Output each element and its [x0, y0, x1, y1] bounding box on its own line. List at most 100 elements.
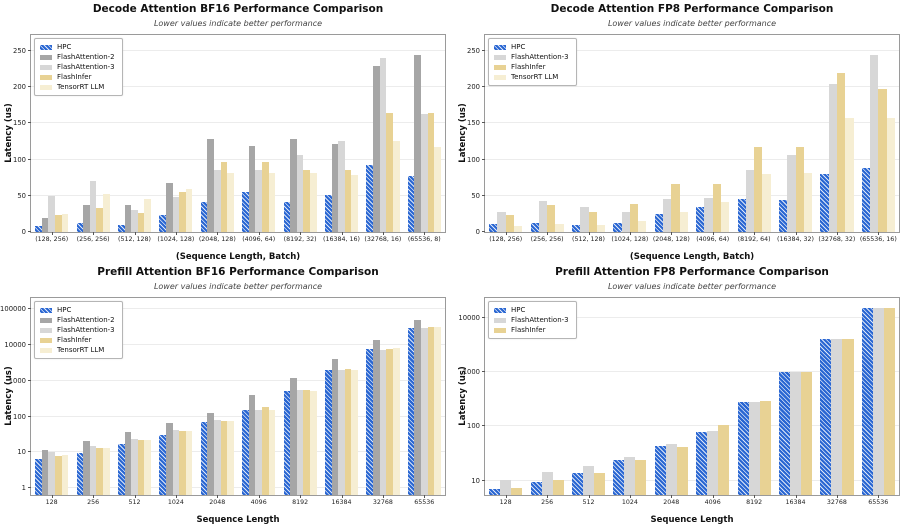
- bar-group: [858, 35, 899, 232]
- x-tick-mark: [134, 495, 136, 498]
- y-tick-label: 1000: [462, 368, 480, 377]
- legend-swatch: [40, 54, 52, 60]
- bar-flashinfer: [386, 348, 393, 495]
- legend: HPC FlashAttention-3 FlashInfer: [488, 301, 577, 339]
- bar-flashattention-3: [665, 444, 677, 495]
- gridline: [31, 415, 445, 417]
- bar-hpc: [35, 226, 42, 232]
- bar-flashinfer: [137, 213, 145, 232]
- y-tick-label: 10: [17, 448, 26, 457]
- bar-tensorrt-llm: [227, 420, 234, 495]
- bar-flashinfer: [594, 472, 606, 495]
- legend-label: FlashAttention-2: [57, 53, 115, 61]
- gridline: [485, 86, 899, 88]
- y-tick-mark: [28, 231, 31, 232]
- legend-label: HPC: [57, 43, 72, 51]
- legend: HPC FlashAttention-2 FlashAttention-3 Flash…: [34, 38, 123, 96]
- y-tick-mark: [482, 425, 485, 427]
- bar-hpc: [324, 369, 332, 495]
- bar-flashinfer: [262, 162, 269, 232]
- legend-label: FlashAttention-3: [511, 316, 569, 324]
- bar-hpc: [283, 390, 291, 495]
- x-tick-mark: [836, 495, 838, 498]
- legend-item: TensorRT LLM: [494, 72, 569, 82]
- legend-item: TensorRT LLM: [40, 82, 115, 92]
- x-tick-mark: [629, 232, 631, 235]
- bar-flashattention-3: [131, 210, 138, 232]
- gridline: [485, 122, 899, 124]
- x-tick-label: 32768: [372, 499, 393, 506]
- panel-decode-bf16: Decode Attention BF16 Performance Compar…: [0, 0, 454, 263]
- bar-group: [609, 298, 650, 495]
- bar-groups: [485, 298, 899, 495]
- y-tick-mark: [28, 86, 31, 88]
- x-tick-mark: [93, 495, 95, 498]
- x-tick-label: 32768: [826, 499, 847, 506]
- bar-group: [775, 298, 816, 495]
- y-tick-label: 250: [467, 46, 480, 55]
- y-tick-mark: [482, 316, 485, 318]
- legend-item: FlashAttention-2: [40, 52, 115, 62]
- bar-hpc: [242, 410, 249, 495]
- x-tick-mark: [629, 495, 631, 498]
- x-tick-label: (32768, 16): [364, 236, 402, 243]
- x-tick-mark: [51, 495, 53, 498]
- bar-hpc: [366, 165, 374, 232]
- panel-prefill-fp8: Prefill Attention FP8 Performance Compar…: [454, 263, 908, 526]
- legend-label: FlashInfer: [57, 336, 92, 344]
- bar-hpc: [117, 444, 125, 495]
- bar-flashattention-2: [290, 378, 297, 495]
- bar-flashattention-3: [704, 197, 713, 232]
- y-tick-label: 100: [467, 422, 480, 431]
- bar-flashinfer: [842, 339, 854, 495]
- bar-hpc: [324, 195, 332, 232]
- bar-flashattention-2: [373, 66, 380, 232]
- legend-label: FlashAttention-3: [511, 53, 569, 61]
- chart-subtitle: Lower values indicate better performance: [607, 282, 777, 291]
- gridline: [31, 487, 445, 489]
- bar-flashinfer: [671, 184, 680, 232]
- y-tick-label: 150: [13, 119, 26, 128]
- legend-label: FlashAttention-2: [57, 316, 115, 324]
- y-tick-label: 200: [467, 83, 480, 92]
- gridline: [31, 86, 445, 88]
- x-tick-mark: [424, 232, 426, 235]
- bar-flashinfer: [386, 112, 393, 232]
- bar-tensorrt-llm: [886, 117, 895, 232]
- y-axis-label: Latency (us): [4, 103, 14, 163]
- bar-tensorrt-llm: [61, 454, 69, 495]
- panel-decode-fp8: Decode Attention FP8 Performance Compari…: [454, 0, 908, 263]
- bar-flashattention-2: [331, 143, 339, 232]
- bar-group: [238, 35, 279, 232]
- bar-flashinfer: [801, 371, 813, 495]
- bar-flashinfer: [344, 170, 352, 232]
- plot-area: 0 50 100 150 200 250 (128, 256) (256, 256) (512,…: [13, 34, 446, 243]
- y-tick-mark: [28, 158, 31, 160]
- bar-hpc: [571, 224, 581, 232]
- bar-group: [609, 35, 650, 232]
- bar-flashinfer: [55, 214, 62, 232]
- bar-hpc: [159, 215, 166, 232]
- bar-groups: [31, 298, 445, 495]
- bar-flashattention-3: [214, 420, 221, 495]
- gridline: [485, 425, 899, 427]
- bar-hpc: [366, 349, 374, 495]
- bar-tensorrt-llm: [803, 172, 813, 232]
- x-tick-mark: [588, 232, 590, 235]
- bar-hpc: [654, 446, 666, 495]
- bar-group: [404, 35, 445, 232]
- x-tick-label: (8192, 64): [737, 236, 771, 243]
- bar-flashinfer: [552, 479, 564, 495]
- bar-flashinfer: [718, 425, 730, 495]
- y-tick-mark: [28, 379, 31, 381]
- bar-flashattention-3: [790, 372, 802, 495]
- bar-hpc: [778, 200, 788, 232]
- y-tick-mark: [28, 307, 31, 309]
- gridline: [31, 158, 445, 160]
- legend-label: FlashInfer: [57, 73, 92, 81]
- x-tick-mark: [258, 495, 260, 498]
- legend-item: HPC: [494, 42, 569, 52]
- bar-tensorrt-llm: [596, 225, 606, 232]
- bar-groups: [31, 35, 445, 232]
- x-tick-label: 1024: [621, 499, 638, 506]
